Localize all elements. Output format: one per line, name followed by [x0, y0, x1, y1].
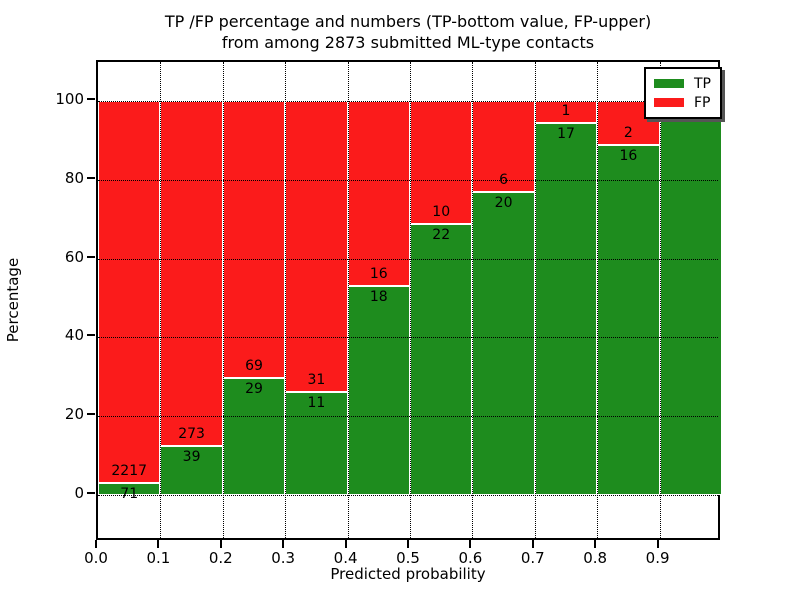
bar-segment-tp	[472, 192, 535, 495]
grid-line-vertical	[659, 62, 661, 538]
bar-count-label-fp: 2217	[111, 462, 148, 479]
legend-label-fp: FP	[694, 94, 711, 111]
bar-count-label-tp: 11	[307, 394, 326, 411]
grid-line-horizontal	[98, 416, 718, 418]
bar-count-label-tp: 20	[494, 195, 513, 212]
bar-segment-fp	[472, 101, 535, 193]
grid-line-vertical	[285, 62, 287, 538]
grid-line-vertical	[410, 62, 411, 538]
bar-segment-fp	[285, 101, 348, 392]
bar-segment-tp	[410, 224, 473, 495]
x-tick-label: 0.9	[645, 549, 670, 567]
grid-line-horizontal	[98, 101, 718, 103]
x-tick-mark	[656, 540, 659, 548]
bar-count-label-tp: 29	[245, 381, 263, 398]
grid-line-horizontal	[98, 258, 718, 260]
bar-segment-tp	[222, 378, 286, 495]
y-tick-mark	[87, 98, 95, 101]
bar-count-label-fp: 10	[432, 204, 451, 221]
bar-segment-tp	[347, 286, 410, 495]
x-tick-mark	[344, 540, 347, 548]
bar-count-label-fp: 273	[178, 425, 205, 442]
legend: TP FP	[644, 67, 722, 119]
x-tick-mark	[531, 540, 534, 548]
grid-line-vertical	[160, 62, 162, 538]
x-tick-mark	[219, 540, 222, 548]
bar-count-label-fp: 1	[561, 103, 571, 120]
grid-line-horizontal	[98, 180, 718, 182]
plot-area: 22177127339692931111618102262011721605	[96, 60, 722, 540]
x-tick-label: 0.2	[208, 549, 233, 567]
x-tick-label: 0.0	[84, 549, 108, 567]
grid-line-vertical	[534, 62, 536, 538]
bar-count-label-tp: 39	[182, 448, 201, 465]
bar-count-label-tp: 22	[432, 227, 451, 244]
grid-line-vertical	[222, 62, 224, 538]
bar-segment-tp	[534, 123, 598, 495]
x-tick-label: 0.3	[271, 549, 296, 567]
y-tick-label: 80	[64, 169, 84, 188]
y-tick-label: 100	[55, 90, 84, 109]
x-axis-label: Predicted probability	[330, 565, 486, 583]
bar-count-label-fp: 31	[307, 371, 326, 388]
x-tick-label: 0.8	[583, 549, 608, 567]
legend-label-tp: TP	[694, 75, 711, 92]
y-tick-label: 60	[64, 247, 84, 266]
x-tick-mark	[157, 540, 160, 548]
bar-count-label-tp: 71	[120, 485, 139, 502]
grid-line-vertical	[347, 62, 349, 538]
bar-segment-fp	[222, 101, 286, 379]
bar-segment-fp	[98, 101, 161, 483]
y-tick-label: 20	[64, 405, 84, 424]
y-axis-label: Percentage	[4, 257, 22, 343]
x-tick-label: 0.7	[520, 549, 545, 567]
bar-count-label-tp: 17	[557, 126, 575, 143]
bar-count-label-tp: 18	[369, 289, 388, 306]
bar-count-label-fp: 69	[245, 358, 263, 375]
y-tick-mark	[87, 255, 95, 258]
legend-swatch-tp-icon	[654, 79, 684, 88]
bar-segment-tp	[597, 145, 660, 495]
chart-title-line-1: TP /FP percentage and numbers (TP-bottom…	[164, 12, 652, 31]
bar-count-label-tp: 16	[619, 148, 638, 165]
bar-segment-tp	[160, 445, 223, 495]
bar-segment-fp	[160, 101, 223, 446]
grid-line-vertical	[472, 62, 474, 538]
x-tick-mark	[282, 540, 285, 548]
grid-line-horizontal	[98, 494, 718, 496]
y-tick-mark	[87, 177, 95, 180]
bar-count-label-fp: 2	[623, 125, 633, 142]
grid-line-horizontal	[98, 337, 718, 339]
legend-row-fp: FP	[654, 93, 711, 112]
x-tick-label: 0.1	[146, 549, 171, 567]
x-tick-label: 0.4	[333, 549, 358, 567]
y-tick-mark	[87, 413, 95, 416]
legend-swatch-fp-icon	[654, 98, 684, 107]
x-tick-mark	[469, 540, 472, 548]
bar-segment-tp	[98, 482, 161, 495]
x-tick-mark	[594, 540, 597, 548]
y-tick-mark	[87, 491, 95, 494]
bar-segment-tp	[659, 101, 722, 495]
y-tick-label: 0	[74, 483, 84, 502]
x-tick-label: 0.5	[396, 549, 420, 567]
chart-title-line-2: from among 2873 submitted ML-type contac…	[221, 33, 595, 52]
y-tick-mark	[87, 334, 95, 337]
grid-line-vertical	[597, 62, 599, 538]
bar-count-label-fp: 6	[499, 172, 509, 189]
legend-row-tp: TP	[654, 74, 711, 93]
y-tick-label: 40	[64, 326, 84, 345]
x-tick-mark	[407, 540, 409, 548]
bar-count-label-fp: 16	[369, 266, 388, 283]
x-tick-mark	[95, 540, 97, 548]
x-tick-label: 0.6	[458, 549, 483, 567]
